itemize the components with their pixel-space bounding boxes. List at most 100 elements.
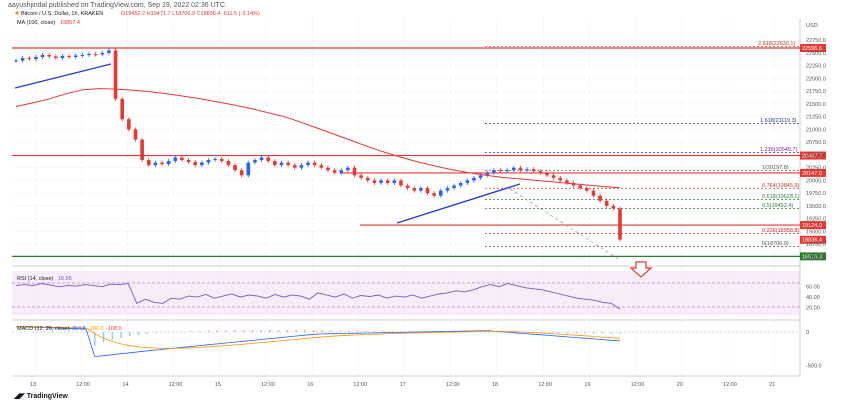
candle-body [146,160,151,166]
candle-body [153,162,158,166]
candle-body [518,167,523,171]
publisher-header: aayushjindal published on TradingView.co… [8,2,226,9]
candles [14,48,622,242]
candle-body [604,200,609,206]
candle-body [419,188,423,191]
y-tick-label: 21500.0 [806,102,826,108]
candle-body [299,165,304,168]
x-tick-label: 12:00 [169,382,183,388]
trendline-1 [14,63,112,89]
candle-body [578,185,582,189]
y-tick-label: 20750.0 [806,140,826,146]
candle-body [498,170,503,172]
candle-body [339,170,344,173]
candle-body [93,53,98,55]
legend-ohlc: O19452.2 H19471.7 L18706.9 C18836.4 -611… [121,11,260,17]
fib-label: 0.236(18958.8) [762,228,799,234]
trendline-2 [396,183,521,224]
x-tick-label: 20 [677,382,683,388]
candle-body [438,190,443,196]
candle-body [472,177,476,181]
candle-body [226,161,231,166]
level-price-label: 20147.0 [802,171,822,177]
macd-line [15,326,621,358]
y-tick-label: 19250.0 [806,217,826,223]
rsi-value: 16.95 [58,276,72,282]
candle-body [266,157,271,162]
y-tick-label: 22500.0 [806,51,826,57]
candle-body [412,188,417,191]
y-tick-label: 22000.0 [806,76,826,82]
candle-body [173,157,178,162]
bitcoin-icon [15,11,19,15]
candle-body [292,165,297,168]
candle-body [425,188,430,194]
candle-body [585,188,589,191]
candle-body [306,162,310,166]
candle-body [379,180,383,183]
fib-label: 0.764(19845.9) [762,183,799,189]
candle-body [107,50,111,53]
candle-body [20,58,25,61]
rsi-line [15,283,621,310]
candle-body [219,159,224,162]
fib-label: 1.236(20545.7) [760,147,797,153]
rsi-indicator: RSI (14, close) 16.95 60.00 40.00 20.00 [15,276,820,312]
candle-body [213,159,217,161]
candle-body [372,180,377,183]
fib-label: 1(20197.8) [762,165,789,171]
candle-body [565,180,569,183]
candle-body [312,162,317,166]
macd-value-2: -286.0 [88,326,104,332]
x-tick-label: 18 [492,382,498,388]
macd-label: MACD (12, 26, close) [17,326,70,332]
level-price-tag [800,44,826,53]
fib-label: 1.618(21119.3) [760,118,797,124]
x-tick-label: 14 [122,382,128,388]
macd-tick-label: 0 [806,330,809,336]
fib-label: 0.5(19452.4) [762,203,793,209]
legend-ma: MA (100, close) [17,20,55,26]
x-tick-label: 12:00 [76,382,90,388]
x-tick-label: 21 [769,382,775,388]
level-price-label: 18510.3 [802,254,822,260]
y-tick-label: 19000.0 [806,229,826,235]
level-price-tag [800,252,826,261]
macd-value-3: -108.0 [106,326,122,332]
candle-body [465,180,470,183]
rsi-tick-label: 60.00 [806,285,820,291]
fib-label: 2.618(22630.1) [758,41,795,47]
fib-label: 0.618(19628.1) [762,194,799,200]
candle-body [445,188,450,191]
candle-body [359,175,363,178]
tradingview-icon: ◢◤ [14,393,25,400]
candle-body [591,190,596,196]
candle-body [73,55,78,58]
candle-body [525,169,529,171]
candle-body [598,195,602,201]
candle-body [611,205,616,209]
candle-body [286,162,290,166]
candle-body [47,54,51,57]
y-tick-label: 19500.0 [806,204,826,210]
candle-body [186,160,191,163]
candle-body [492,170,496,173]
candle-body [259,157,264,161]
ma-line [15,88,621,189]
candle-body [326,167,330,171]
level-price-tag [800,168,826,177]
currency-label: USD [806,23,818,29]
x-tick-label: 19 [584,382,590,388]
down-arrow-icon [629,261,653,278]
signal-line [16,326,621,349]
candle-body [206,160,211,163]
candle-body [273,161,277,166]
candle-body [27,58,32,60]
y-tick-label: 20000.0 [806,178,826,184]
candle-body [133,129,138,140]
candle-body [319,165,324,168]
candle-body [246,162,251,176]
x-tick-label: 16 [307,382,313,388]
candle-body [478,175,483,178]
